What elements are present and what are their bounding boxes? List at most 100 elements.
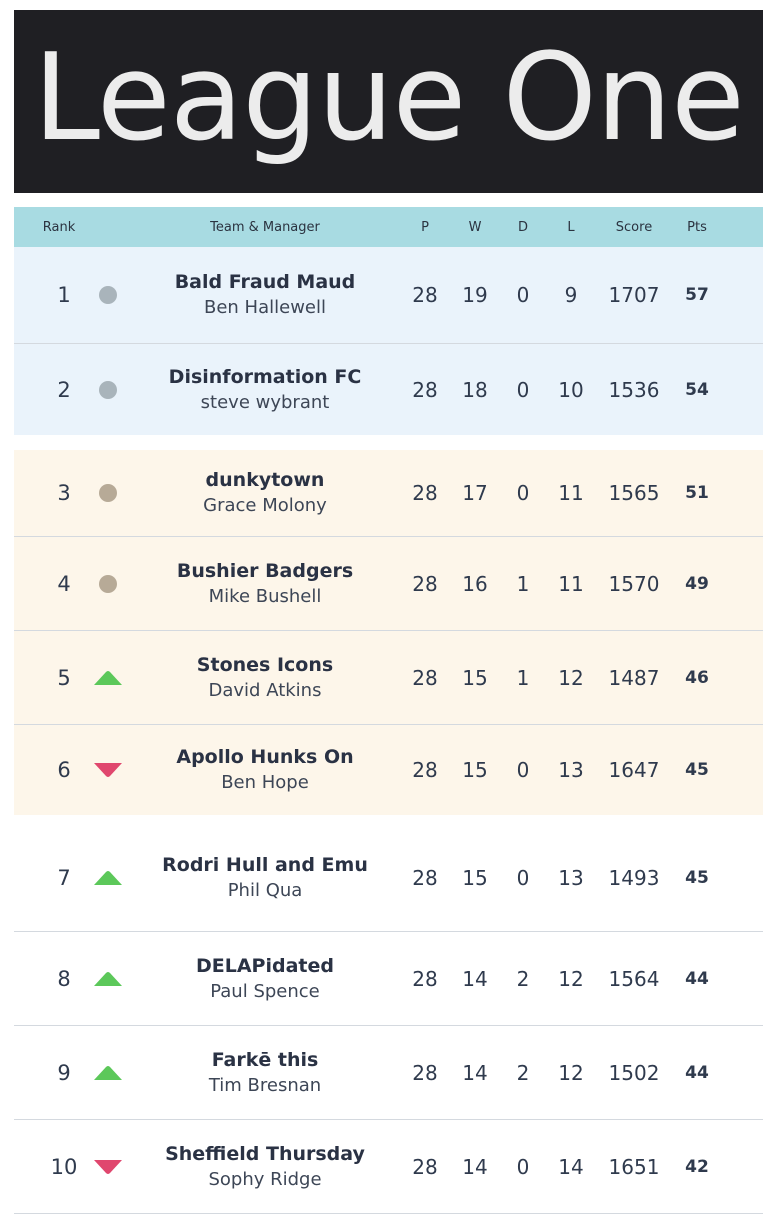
score-value: 1651 xyxy=(608,1154,660,1179)
table-row[interactable]: 9 Farkē this Tim Bresnan 28 14 2 12 1502 44 xyxy=(14,1026,763,1120)
rank-number: 5 xyxy=(57,665,71,690)
movement-indicator xyxy=(86,1065,130,1081)
manager-name: steve wybrant xyxy=(200,391,330,413)
team-manager-cell: Stones Icons David Atkins xyxy=(130,652,400,704)
score-value: 1647 xyxy=(608,758,660,782)
table-row[interactable]: 1 Bald Fraud Maud Ben Hallewell 28 19 0 9 1707 5… xyxy=(14,247,763,344)
points-value: 57 xyxy=(685,285,709,305)
lost-value: 12 xyxy=(558,1060,584,1085)
won-value: 18 xyxy=(462,377,488,402)
drawn-value: 0 xyxy=(516,283,530,307)
lost-value: 12 xyxy=(558,966,584,991)
rank-up-arrow-icon xyxy=(94,871,122,885)
won-value: 14 xyxy=(462,1060,488,1085)
zone-divider xyxy=(14,815,763,825)
manager-name: Paul Spence xyxy=(210,980,320,1002)
movement-indicator xyxy=(86,870,130,886)
team-manager-cell: Disinformation FC steve wybrant xyxy=(130,364,400,416)
points-value: 49 xyxy=(685,573,709,594)
drawn-value: 0 xyxy=(516,377,530,402)
drawn-value: 0 xyxy=(516,481,530,505)
header-rank: Rank xyxy=(42,219,76,235)
manager-name: Sophy Ridge xyxy=(208,1168,322,1190)
team-manager-cell: Apollo Hunks On Ben Hope xyxy=(130,744,400,796)
score-value: 1564 xyxy=(608,966,660,991)
team-name: Apollo Hunks On xyxy=(176,746,354,768)
rank-number: 6 xyxy=(57,758,71,782)
table-row[interactable]: 10 Sheffield Thursday Sophy Ridge 28 14 0 14 16… xyxy=(14,1120,763,1214)
table-row[interactable]: 5 Stones Icons David Atkins 28 15 1 12 1487 46 xyxy=(14,631,763,725)
movement-indicator xyxy=(86,574,130,593)
score-value: 1570 xyxy=(608,571,660,596)
lost-value: 13 xyxy=(558,866,584,890)
table-row[interactable]: 3 dunkytown Grace Molony 28 17 0 11 1565 51 xyxy=(14,450,763,537)
manager-name: Ben Hallewell xyxy=(204,297,326,318)
table-row[interactable]: 2 Disinformation FC steve wybrant 28 18 0 10 15… xyxy=(14,344,763,435)
movement-indicator xyxy=(86,484,130,502)
rank-up-arrow-icon xyxy=(94,1065,122,1080)
won-value: 17 xyxy=(462,481,488,505)
lost-value: 11 xyxy=(558,571,584,596)
won-value: 15 xyxy=(462,758,488,782)
table-header: Rank Team & Manager P W D L Score Pts xyxy=(14,207,763,247)
won-value: 14 xyxy=(462,966,488,991)
manager-name: Phil Qua xyxy=(227,880,303,901)
team-name: Bald Fraud Maud xyxy=(174,271,356,293)
lost-value: 12 xyxy=(558,665,584,690)
header-team-manager: Team & Manager xyxy=(210,219,320,235)
header-score: Score xyxy=(615,219,653,235)
drawn-value: 2 xyxy=(516,1060,530,1085)
header-drawn: D xyxy=(517,219,528,235)
score-value: 1502 xyxy=(608,1060,660,1085)
played-value: 28 xyxy=(412,758,438,782)
won-value: 15 xyxy=(462,665,488,690)
played-value: 28 xyxy=(412,377,438,402)
header-points: Pts xyxy=(687,219,707,235)
table-row[interactable]: 6 Apollo Hunks On Ben Hope 28 15 0 13 1647 45 xyxy=(14,725,763,815)
table-row[interactable]: 4 Bushier Badgers Mike Bushell 28 16 1 11 1570 4… xyxy=(14,537,763,631)
movement-indicator xyxy=(86,1159,130,1175)
played-value: 28 xyxy=(412,866,438,890)
manager-name: Tim Bresnan xyxy=(208,1074,322,1096)
won-value: 19 xyxy=(462,283,488,307)
played-value: 28 xyxy=(412,966,438,991)
played-value: 28 xyxy=(412,1060,438,1085)
team-manager-cell: Sheffield Thursday Sophy Ridge xyxy=(130,1141,400,1193)
movement-indicator xyxy=(86,762,130,778)
team-name: Bushier Badgers xyxy=(176,559,354,582)
team-name: Sheffield Thursday xyxy=(165,1142,365,1165)
table-row[interactable]: 7 Rodri Hull and Emu Phil Qua 28 15 0 13 1493 45 xyxy=(14,825,763,932)
zone-divider xyxy=(14,435,763,450)
no-change-dot-icon xyxy=(99,484,117,502)
points-value: 51 xyxy=(685,483,709,503)
drawn-value: 1 xyxy=(516,665,530,690)
table-body: 1 Bald Fraud Maud Ben Hallewell 28 19 0 9 1707 5… xyxy=(14,247,763,1214)
rank-number: 9 xyxy=(57,1060,71,1085)
points-value: 44 xyxy=(685,968,709,989)
rank-number: 10 xyxy=(50,1154,78,1179)
team-manager-cell: Farkē this Tim Bresnan xyxy=(130,1047,400,1099)
team-manager-cell: Bald Fraud Maud Ben Hallewell xyxy=(130,269,400,321)
played-value: 28 xyxy=(412,1154,438,1179)
lost-value: 10 xyxy=(558,377,584,402)
lost-value: 9 xyxy=(564,283,578,307)
team-name: Disinformation FC xyxy=(168,365,362,388)
score-value: 1487 xyxy=(608,665,660,690)
drawn-value: 2 xyxy=(516,966,530,991)
lost-value: 13 xyxy=(558,758,584,782)
played-value: 28 xyxy=(412,481,438,505)
movement-indicator xyxy=(86,380,130,399)
rank-number: 8 xyxy=(57,966,71,991)
won-value: 16 xyxy=(462,571,488,596)
lost-value: 11 xyxy=(558,481,584,505)
header-won: W xyxy=(468,219,482,235)
team-name: Farkē this xyxy=(211,1048,319,1071)
score-value: 1493 xyxy=(608,866,660,890)
manager-name: Grace Molony xyxy=(203,495,327,516)
movement-indicator xyxy=(86,286,130,304)
drawn-value: 0 xyxy=(516,1154,530,1179)
played-value: 28 xyxy=(412,665,438,690)
rank-number: 1 xyxy=(57,283,71,307)
no-change-dot-icon xyxy=(99,380,117,399)
table-row[interactable]: 8 DELAPidated Paul Spence 28 14 2 12 1564 44 xyxy=(14,932,763,1026)
